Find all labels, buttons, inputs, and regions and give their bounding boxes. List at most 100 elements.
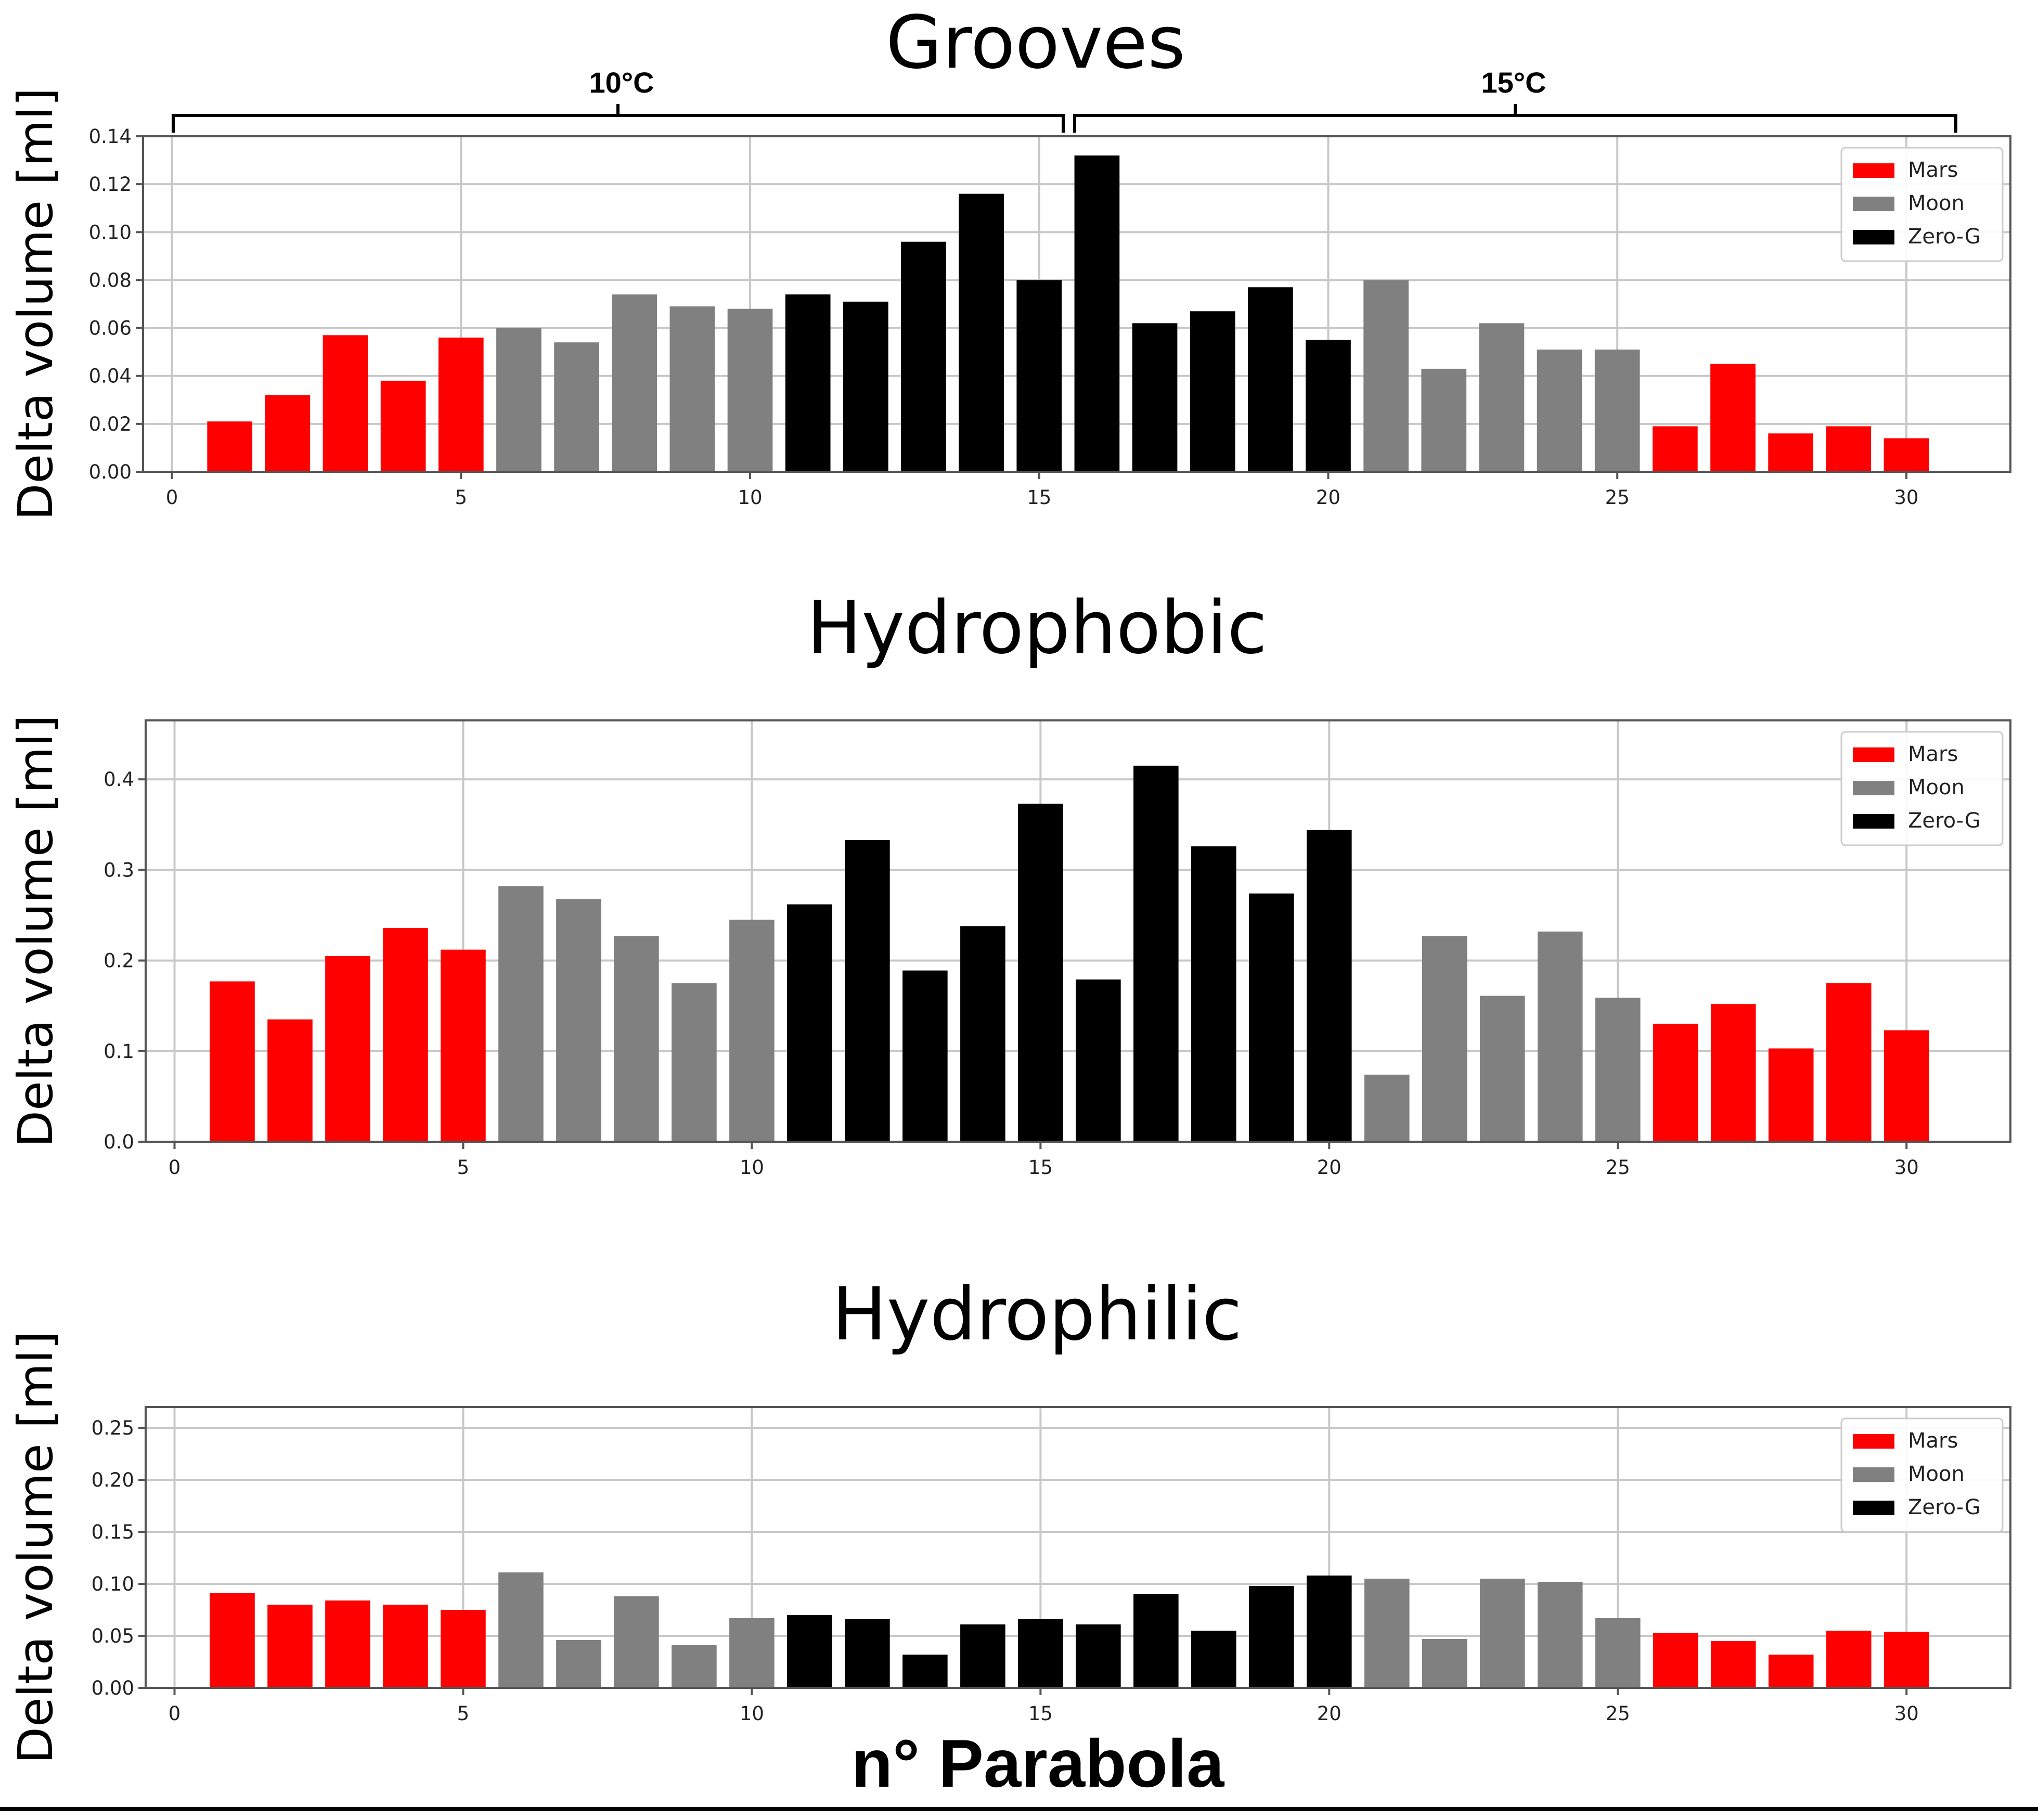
legend-swatch-moon <box>1853 781 1894 795</box>
bar-parabola-5 <box>438 338 484 472</box>
bar-parabola-24 <box>1537 931 1583 1142</box>
legend-label-moon: Moon <box>1908 1462 1965 1486</box>
plot-frame <box>145 1406 2011 1689</box>
bar-parabola-4 <box>383 927 428 1142</box>
bar-parabola-11 <box>785 294 831 472</box>
legend-swatch-moon <box>1853 197 1894 211</box>
bar-parabola-13 <box>902 1655 948 1688</box>
x-tick-label-15: 15 <box>1028 1702 1053 1725</box>
legend: Mars Moon Zero-G <box>1840 731 2004 846</box>
temperature-brackets: 10°C 15°C <box>172 66 1957 133</box>
y-axis-label: Delta volume [ml] <box>8 1331 63 1764</box>
bar-parabola-24 <box>1537 350 1582 472</box>
bar-parabola-6 <box>498 886 544 1142</box>
x-tick-label-20: 20 <box>1316 486 1340 509</box>
bar-parabola-21 <box>1364 1579 1410 1688</box>
legend: Mars Moon Zero-G <box>1840 1417 2004 1533</box>
y-tick-label-1: 0.05 <box>92 1625 134 1647</box>
bar-parabola-28 <box>1768 1655 1814 1688</box>
bar-parabola-27 <box>1710 1641 1756 1688</box>
bar-parabola-12 <box>845 840 890 1142</box>
bar-parabola-7 <box>556 899 601 1142</box>
bar-parabola-30 <box>1884 1030 1929 1142</box>
legend-swatch-zero-g <box>1853 1501 1894 1515</box>
bar-parabola-4 <box>383 1605 428 1688</box>
bar-parabola-11 <box>787 1615 832 1688</box>
x-tick-label-5: 5 <box>457 1156 470 1179</box>
bar-parabola-28 <box>1768 1048 1814 1142</box>
y-tick-label-2: 0.04 <box>89 365 132 388</box>
bar-parabola-20 <box>1306 340 1351 472</box>
bar-parabola-2 <box>267 1605 313 1688</box>
legend-label-mars: Mars <box>1908 158 1958 182</box>
bar-parabola-4 <box>380 380 426 472</box>
bar-parabola-29 <box>1826 1631 1872 1688</box>
plot-frame <box>142 135 2011 473</box>
bar-parabola-8 <box>612 294 657 472</box>
bar-parabola-20 <box>1307 830 1352 1142</box>
bar-parabola-12 <box>845 1619 890 1688</box>
bar-parabola-10 <box>729 1618 775 1688</box>
x-tick-label-10: 10 <box>740 1156 764 1179</box>
bar-parabola-7 <box>556 1640 601 1688</box>
bar-parabola-23 <box>1479 1579 1525 1688</box>
x-tick-label-15: 15 <box>1028 1156 1053 1179</box>
bar-parabola-17 <box>1133 1594 1179 1688</box>
legend-swatch-mars <box>1853 163 1894 178</box>
bar-parabola-10 <box>727 308 773 472</box>
y-tick-label-5: 0.25 <box>92 1417 134 1439</box>
bar-parabola-15 <box>1016 280 1062 472</box>
y-tick-label-0: 0.00 <box>89 461 132 483</box>
x-axis-label: n° Parabola <box>852 1725 1225 1801</box>
x-tick-label-15: 15 <box>1027 486 1051 509</box>
x-tick-label-5: 5 <box>455 486 468 509</box>
bar-parabola-28 <box>1768 433 1813 472</box>
x-tick-label-25: 25 <box>1606 1702 1630 1725</box>
bar-parabola-12 <box>843 301 888 472</box>
legend-swatch-moon <box>1853 1467 1894 1482</box>
x-tick-label-10: 10 <box>738 486 762 509</box>
bar-parabola-9 <box>672 1645 717 1688</box>
bar-parabola-21 <box>1364 1075 1410 1142</box>
legend-swatch-mars <box>1853 747 1894 762</box>
y-tick-label-3: 0.06 <box>89 317 132 340</box>
bracket-10c <box>172 104 1065 133</box>
y-tick-label-4: 0.08 <box>89 269 132 291</box>
y-tick-label-1: 0.1 <box>104 1040 134 1063</box>
bar-parabola-30 <box>1884 438 1929 472</box>
bar-parabola-18 <box>1191 1631 1236 1688</box>
bar-parabola-24 <box>1537 1582 1583 1688</box>
chart-title: Hydrophilic <box>832 1272 1242 1357</box>
legend-label-mars: Mars <box>1908 1429 1958 1453</box>
chart-panel-1: 0 5 10 15 20 25 30 0.00 0.02 0.04 0.06 0.08 0.10 0.12… <box>8 1 2011 520</box>
bar-parabola-6 <box>496 328 541 472</box>
bar-parabola-13 <box>901 241 946 472</box>
bar-parabola-16 <box>1074 155 1120 472</box>
bar-parabola-7 <box>554 342 599 472</box>
y-tick-label-1: 0.02 <box>89 413 132 435</box>
bar-parabola-6 <box>498 1572 544 1688</box>
bar-parabola-20 <box>1307 1576 1352 1688</box>
bar-parabola-25 <box>1594 350 1640 472</box>
bar-parabola-2 <box>265 395 311 472</box>
bar-parabola-29 <box>1826 983 1872 1142</box>
y-tick-label-3: 0.15 <box>92 1521 134 1543</box>
bar-parabola-30 <box>1884 1632 1929 1688</box>
legend: Mars Moon Zero-G <box>1840 147 2004 262</box>
bar-parabola-1 <box>210 1593 255 1688</box>
bar-parabola-8 <box>614 936 659 1142</box>
legend-label-moon: Moon <box>1908 776 1965 799</box>
bar-parabola-23 <box>1479 323 1525 472</box>
y-tick-label-0: 0.0 <box>104 1131 134 1153</box>
x-tick-label-30: 30 <box>1894 1702 1919 1725</box>
bar-parabola-10 <box>729 920 775 1142</box>
chart-title: Hydrophobic <box>807 586 1267 670</box>
x-tick-label-0: 0 <box>169 1156 181 1179</box>
legend-label-moon: Moon <box>1908 191 1965 215</box>
y-tick-label-2: 0.10 <box>92 1573 134 1595</box>
bar-parabola-26 <box>1653 426 1698 472</box>
bar-parabola-3 <box>325 1600 370 1688</box>
bar-parabola-18 <box>1190 311 1235 472</box>
